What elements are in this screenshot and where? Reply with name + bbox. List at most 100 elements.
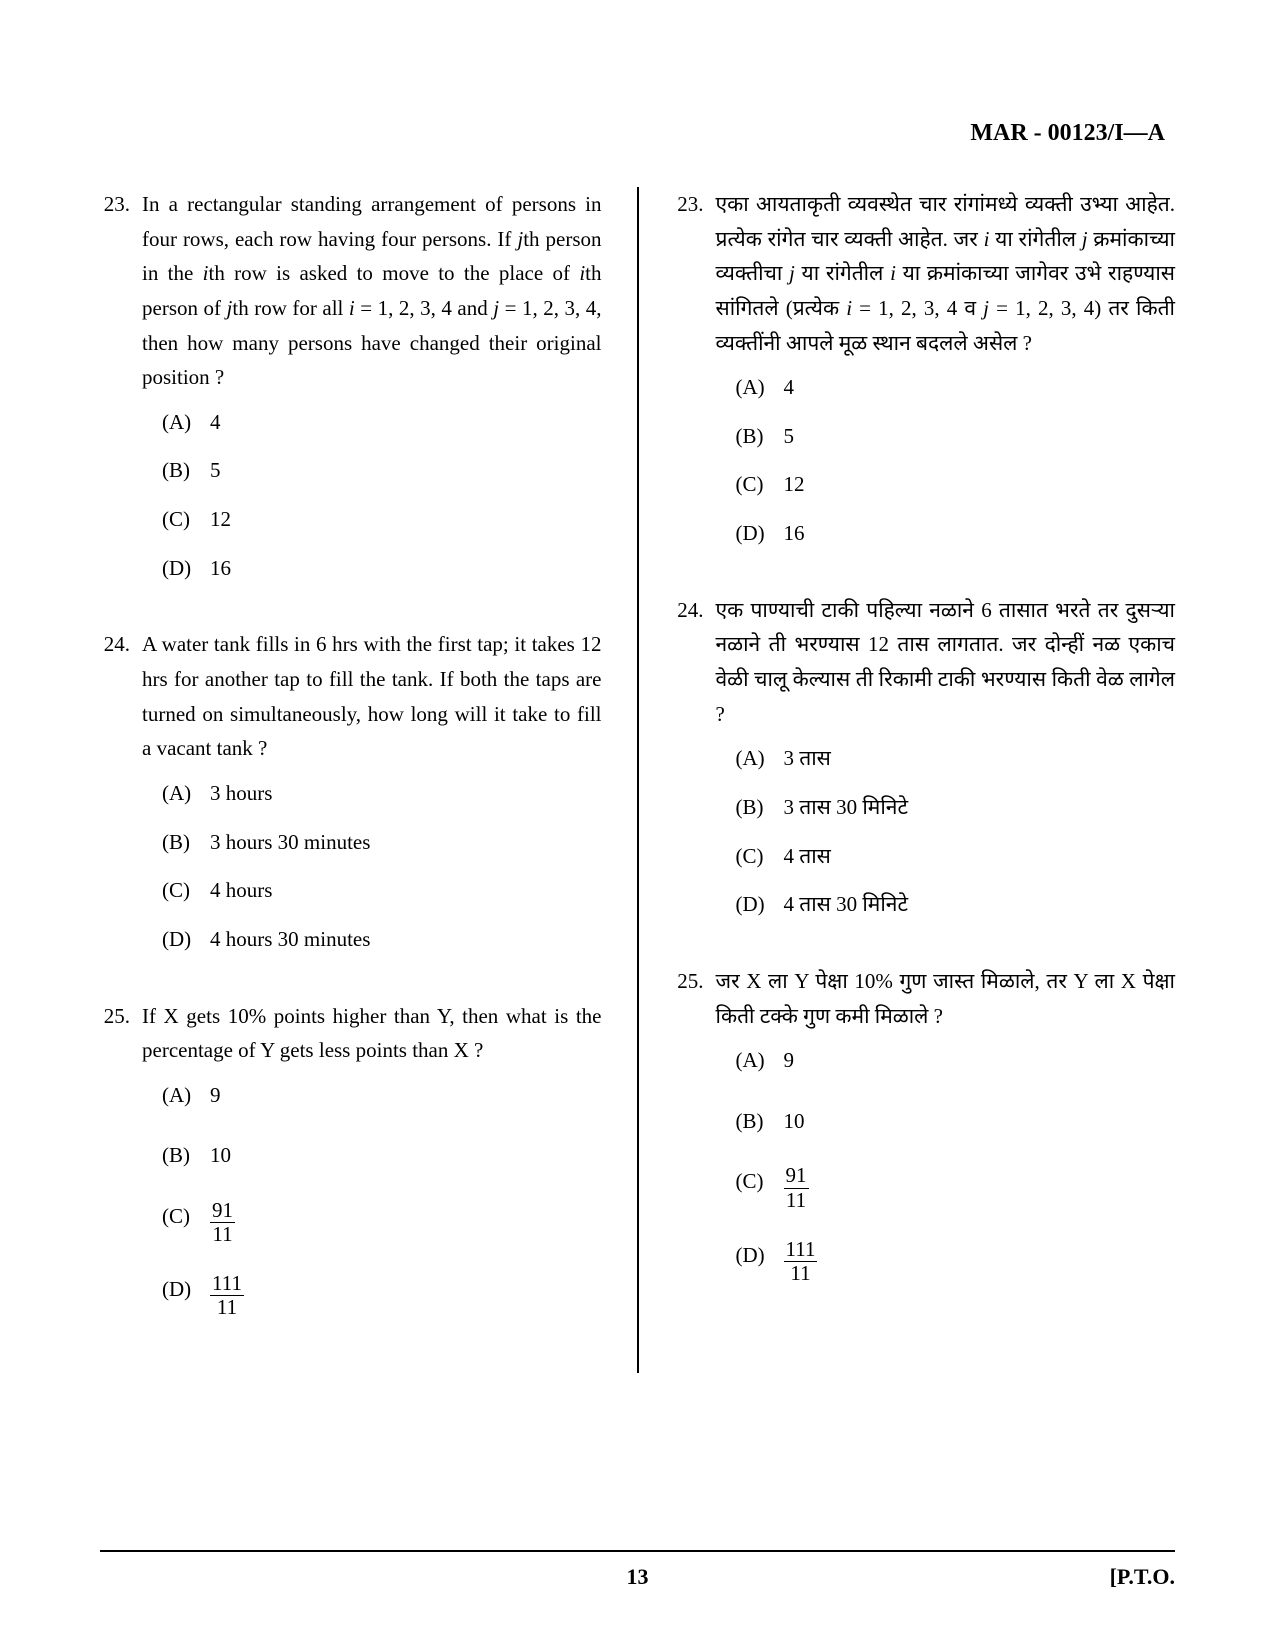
option-b: (B)5 <box>142 453 602 488</box>
option-c: (C)12 <box>716 467 1176 502</box>
text-part: th row is asked to move to the place of <box>208 261 579 285</box>
fraction: 9111 <box>784 1164 809 1211</box>
text-part: = 1, 2, 3, 4 व <box>852 296 983 320</box>
question-text: एका आयताकृती व्यवस्थेत चार रांगांमध्ये व… <box>716 187 1176 360</box>
option-label: (D) <box>162 1272 210 1319</box>
option-label: (A) <box>162 776 210 811</box>
pto-label: [P.T.O. <box>1110 1564 1175 1590</box>
option-c: (C)12 <box>142 502 602 537</box>
option-a: (A)9 <box>716 1043 1176 1078</box>
question-text: In a rectangular standing arrangement of… <box>142 187 602 395</box>
option-label: (B) <box>162 1138 210 1173</box>
question-24-mr: 24. एक पाण्याची टाकी पहिल्या नळाने 6 तास… <box>674 593 1176 936</box>
option-label: (B) <box>162 453 210 488</box>
numerator: 111 <box>784 1238 818 1262</box>
option-b: (B)10 <box>142 1138 602 1173</box>
option-c: (C)9111 <box>716 1164 1176 1211</box>
column-divider <box>637 187 639 1373</box>
question-body: A water tank fills in 6 hrs with the fir… <box>142 627 602 970</box>
option-b: (B)3 तास 30 मिनिटे <box>716 790 1176 825</box>
question-text: जर X ला Y पेक्षा 10% गुण जास्त मिळाले, त… <box>716 964 1176 1033</box>
option-a: (A)4 <box>142 405 602 440</box>
option-value: 16 <box>784 516 1176 551</box>
option-label: (B) <box>736 419 784 454</box>
option-c: (C)4 तास <box>716 839 1176 874</box>
option-value: 9111 <box>784 1164 1176 1211</box>
option-value: 4 <box>784 370 1176 405</box>
option-label: (C) <box>736 839 784 874</box>
question-number: 25. <box>100 999 142 1346</box>
option-label: (A) <box>162 405 210 440</box>
option-label: (C) <box>162 502 210 537</box>
question-23-mr: 23. एका आयताकृती व्यवस्थेत चार रांगांमध्… <box>674 187 1176 565</box>
option-label: (C) <box>162 1199 210 1246</box>
text-part: th row for all <box>232 296 349 320</box>
option-value: 4 hours 30 minutes <box>210 922 602 957</box>
options-list: (A)3 hours (B)3 hours 30 minutes (C)4 ho… <box>142 776 602 957</box>
numerator: 91 <box>210 1199 235 1223</box>
question-text: If X gets 10% points higher than Y, then… <box>142 999 602 1068</box>
question-number: 24. <box>100 627 142 970</box>
question-number: 24. <box>674 593 716 936</box>
question-number: 23. <box>100 187 142 599</box>
question-number: 23. <box>674 187 716 565</box>
question-body: एका आयताकृती व्यवस्थेत चार रांगांमध्ये व… <box>716 187 1176 565</box>
option-value: 4 <box>210 405 602 440</box>
option-label: (A) <box>736 370 784 405</box>
option-label: (A) <box>162 1078 210 1113</box>
option-label: (A) <box>736 741 784 776</box>
option-value: 3 तास <box>784 741 1176 776</box>
fraction: 11111 <box>210 1272 244 1319</box>
text-part: या रांगेतील <box>989 227 1081 251</box>
numerator: 91 <box>784 1164 809 1188</box>
question-number: 25. <box>674 964 716 1311</box>
option-label: (B) <box>736 790 784 825</box>
option-value: 5 <box>784 419 1176 454</box>
option-label: (C) <box>162 873 210 908</box>
option-d: (D)16 <box>716 516 1176 551</box>
numerator: 111 <box>210 1272 244 1296</box>
question-25-en: 25. If X gets 10% points higher than Y, … <box>100 999 602 1346</box>
option-d: (D)11111 <box>142 1272 602 1319</box>
option-value: 3 तास 30 मिनिटे <box>784 790 1176 825</box>
question-25-mr: 25. जर X ला Y पेक्षा 10% गुण जास्त मिळाल… <box>674 964 1176 1311</box>
denominator: 11 <box>210 1296 244 1319</box>
question-body: एक पाण्याची टाकी पहिल्या नळाने 6 तासात भ… <box>716 593 1176 936</box>
question-body: In a rectangular standing arrangement of… <box>142 187 602 599</box>
question-body: If X gets 10% points higher than Y, then… <box>142 999 602 1346</box>
options-list: (A)9 (B)10 (C)9111 (D)11111 <box>142 1078 602 1320</box>
option-label: (C) <box>736 1164 784 1211</box>
option-b: (B)3 hours 30 minutes <box>142 825 602 860</box>
text-part: या रांगेतील <box>795 261 890 285</box>
option-label: (D) <box>736 516 784 551</box>
option-value: 4 तास <box>784 839 1176 874</box>
question-text: एक पाण्याची टाकी पहिल्या नळाने 6 तासात भ… <box>716 593 1176 732</box>
denominator: 11 <box>784 1189 809 1212</box>
option-value: 4 तास 30 मिनिटे <box>784 887 1176 922</box>
denominator: 11 <box>210 1223 235 1246</box>
page-footer: 13 [P.T.O. <box>100 1550 1175 1590</box>
options-list: (A)4 (B)5 (C)12 (D)16 <box>142 405 602 586</box>
option-value: 3 hours 30 minutes <box>210 825 602 860</box>
option-a: (A)4 <box>716 370 1176 405</box>
option-label: (B) <box>736 1104 784 1139</box>
option-value: 9 <box>210 1078 602 1113</box>
option-d: (D)11111 <box>716 1238 1176 1285</box>
option-label: (D) <box>162 551 210 586</box>
option-a: (A)3 तास <box>716 741 1176 776</box>
option-value: 4 hours <box>210 873 602 908</box>
content-area: 23. In a rectangular standing arrangemen… <box>100 187 1175 1373</box>
question-24-en: 24. A water tank fills in 6 hrs with the… <box>100 627 602 970</box>
text-part: = 1, 2, 3, 4 and <box>355 296 494 320</box>
page-header: MAR - 00123/I—A <box>100 120 1175 147</box>
question-body: जर X ला Y पेक्षा 10% गुण जास्त मिळाले, त… <box>716 964 1176 1311</box>
option-d: (D)4 तास 30 मिनिटे <box>716 887 1176 922</box>
option-label: (A) <box>736 1043 784 1078</box>
option-b: (B)5 <box>716 419 1176 454</box>
option-value: 5 <box>210 453 602 488</box>
option-value: 10 <box>784 1104 1176 1139</box>
fraction: 11111 <box>784 1238 818 1285</box>
option-value: 9111 <box>210 1199 602 1246</box>
question-text: A water tank fills in 6 hrs with the fir… <box>142 627 602 766</box>
page-number: 13 <box>627 1564 649 1590</box>
